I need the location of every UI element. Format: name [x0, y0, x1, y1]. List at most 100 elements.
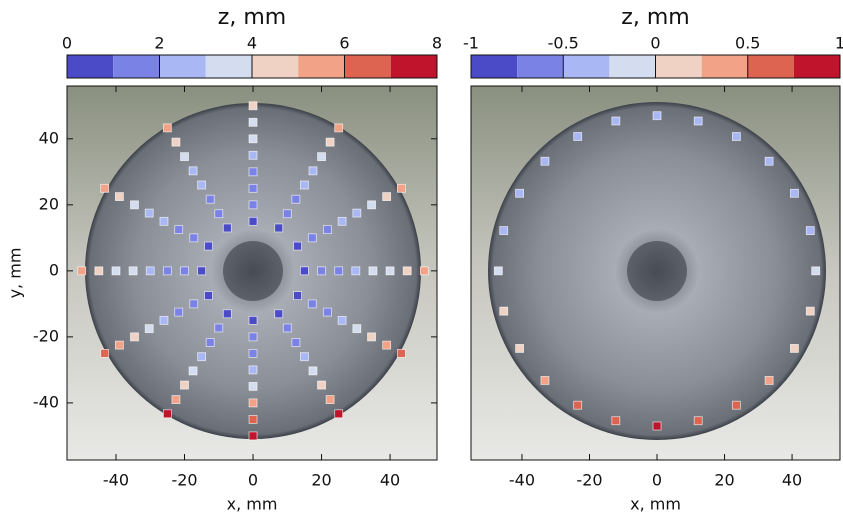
x-axis-label: x, mm	[227, 495, 278, 514]
data-point	[308, 166, 318, 176]
colorbar-tick-label: 1	[835, 34, 843, 53]
data-point	[300, 266, 309, 276]
colorbar-tick-label: 0	[650, 34, 660, 53]
data-point	[352, 208, 362, 218]
data-point	[159, 315, 169, 325]
x-tick-label: 40	[782, 471, 802, 490]
data-point	[652, 111, 662, 121]
photo-center	[627, 241, 687, 301]
x-tick-label: -20	[171, 471, 197, 490]
data-point	[204, 291, 213, 301]
colorbar-tick-label: -0.5	[548, 34, 579, 53]
colorbar-tick-label: 6	[339, 34, 349, 53]
data-point	[351, 266, 361, 276]
colorbar-segment	[793, 55, 840, 78]
data-point	[197, 180, 207, 190]
colorbar-segment	[701, 55, 748, 78]
data-point	[515, 344, 525, 353]
data-point	[248, 150, 258, 160]
data-point	[396, 348, 406, 358]
data-point	[197, 352, 207, 362]
x-axis-label: x, mm	[630, 495, 681, 514]
x-tick-label: 40	[380, 471, 400, 490]
data-point	[805, 306, 815, 316]
data-point	[248, 167, 258, 177]
data-point	[337, 315, 347, 325]
data-point	[307, 299, 317, 309]
data-point	[368, 266, 378, 276]
data-point	[611, 416, 621, 426]
colorbar-segment	[67, 55, 114, 78]
colorbar-segment	[563, 55, 610, 78]
x-tick-label: -40	[509, 471, 535, 490]
colorbar-segment	[747, 55, 794, 78]
data-point	[334, 266, 344, 276]
data-point	[731, 400, 741, 410]
data-point	[100, 183, 110, 193]
colorbar-tick-label: 2	[154, 34, 164, 53]
colorbar-title: z, mm	[218, 5, 286, 30]
data-point	[693, 416, 703, 426]
colorbar-segment	[205, 55, 252, 78]
data-point	[493, 266, 503, 276]
data-point	[317, 152, 326, 162]
data-point	[291, 194, 301, 204]
data-point	[174, 307, 184, 317]
data-point	[222, 223, 232, 233]
x-tick-label: -20	[576, 471, 602, 490]
data-point	[180, 380, 189, 390]
data-point	[385, 266, 395, 276]
data-point	[274, 223, 284, 233]
y-tick-label: 0	[49, 260, 59, 279]
data-point	[162, 123, 172, 133]
data-point	[396, 183, 406, 193]
data-point	[731, 132, 741, 141]
data-point	[144, 208, 154, 218]
data-point	[693, 116, 703, 126]
data-point	[402, 266, 412, 276]
data-point	[325, 137, 335, 147]
data-point	[205, 338, 215, 347]
data-point	[248, 117, 258, 127]
data-point	[159, 216, 169, 226]
data-point	[130, 332, 139, 342]
data-point	[293, 241, 302, 251]
data-point	[180, 152, 189, 162]
data-point	[248, 365, 258, 375]
data-point	[382, 340, 392, 350]
data-point	[540, 156, 550, 166]
data-point	[77, 266, 87, 276]
data-point	[197, 266, 207, 276]
data-point	[367, 200, 376, 210]
x-tick-label: -40	[103, 471, 129, 490]
data-point	[189, 299, 199, 309]
data-point	[790, 188, 799, 198]
data-point	[573, 132, 583, 141]
y-tick-label: 20	[39, 194, 59, 213]
data-point	[307, 233, 317, 243]
data-point	[811, 266, 821, 276]
y-axis-label: y, mm	[6, 248, 25, 299]
data-point	[100, 348, 110, 358]
photo-center	[223, 241, 283, 301]
data-point	[515, 188, 525, 198]
colorbar-segment	[609, 55, 656, 78]
data-point	[248, 414, 258, 424]
data-point	[334, 409, 344, 419]
data-point	[274, 309, 284, 319]
data-point	[222, 309, 232, 319]
data-point	[308, 366, 318, 376]
colorbar-segment	[655, 55, 702, 78]
data-point	[248, 183, 258, 193]
data-point	[171, 395, 181, 404]
data-point	[188, 166, 198, 176]
data-point	[128, 266, 138, 276]
data-point	[764, 376, 774, 385]
colorbar-tick-label: 4	[247, 34, 257, 53]
data-point	[205, 194, 215, 204]
data-point	[282, 323, 292, 333]
data-point	[573, 400, 583, 410]
x-tick-label: 0	[652, 471, 662, 490]
